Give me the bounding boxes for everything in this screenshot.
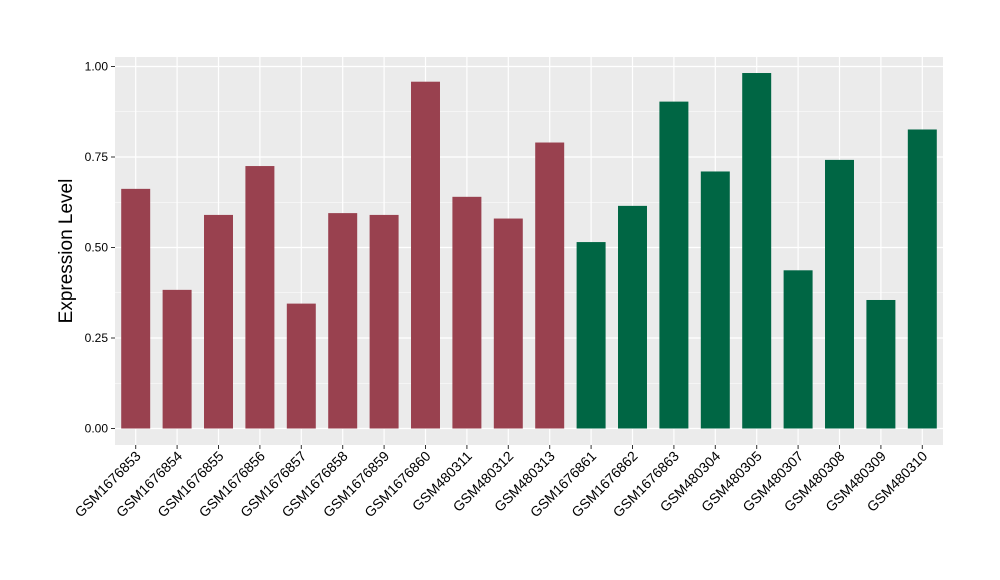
bar: [700, 171, 730, 429]
bars: [121, 73, 937, 429]
bar: [576, 242, 606, 429]
bar: [121, 188, 151, 429]
bar: [618, 205, 647, 429]
bar: [825, 159, 854, 429]
plot-panel: [115, 57, 943, 445]
x-axis: GSM1676853GSM1676854GSM1676855GSM1676856…: [71, 445, 931, 520]
y-tick-label: 0.50: [85, 241, 109, 255]
y-tick-label: 0.00: [85, 422, 109, 436]
y-tick-label: 0.25: [85, 331, 109, 345]
bar: [535, 142, 565, 429]
y-tick-label: 0.75: [85, 150, 109, 164]
y-axis-title: Expression Level: [56, 179, 77, 324]
bar: [452, 196, 482, 429]
bar: [783, 270, 813, 429]
bar: [659, 101, 689, 429]
bar: [162, 289, 192, 429]
bar: [286, 303, 316, 429]
bar: [369, 214, 399, 429]
bar: [866, 299, 896, 429]
bar: [204, 214, 233, 429]
bar: [411, 81, 440, 429]
y-axis: 0.00 0.25 0.50 0.75 1.00: [85, 60, 115, 436]
bar: [493, 218, 523, 429]
bar: [907, 129, 937, 429]
bar: [245, 166, 275, 429]
bar: [742, 73, 772, 429]
y-tick-label: 1.00: [85, 60, 109, 74]
bar: [328, 213, 358, 429]
